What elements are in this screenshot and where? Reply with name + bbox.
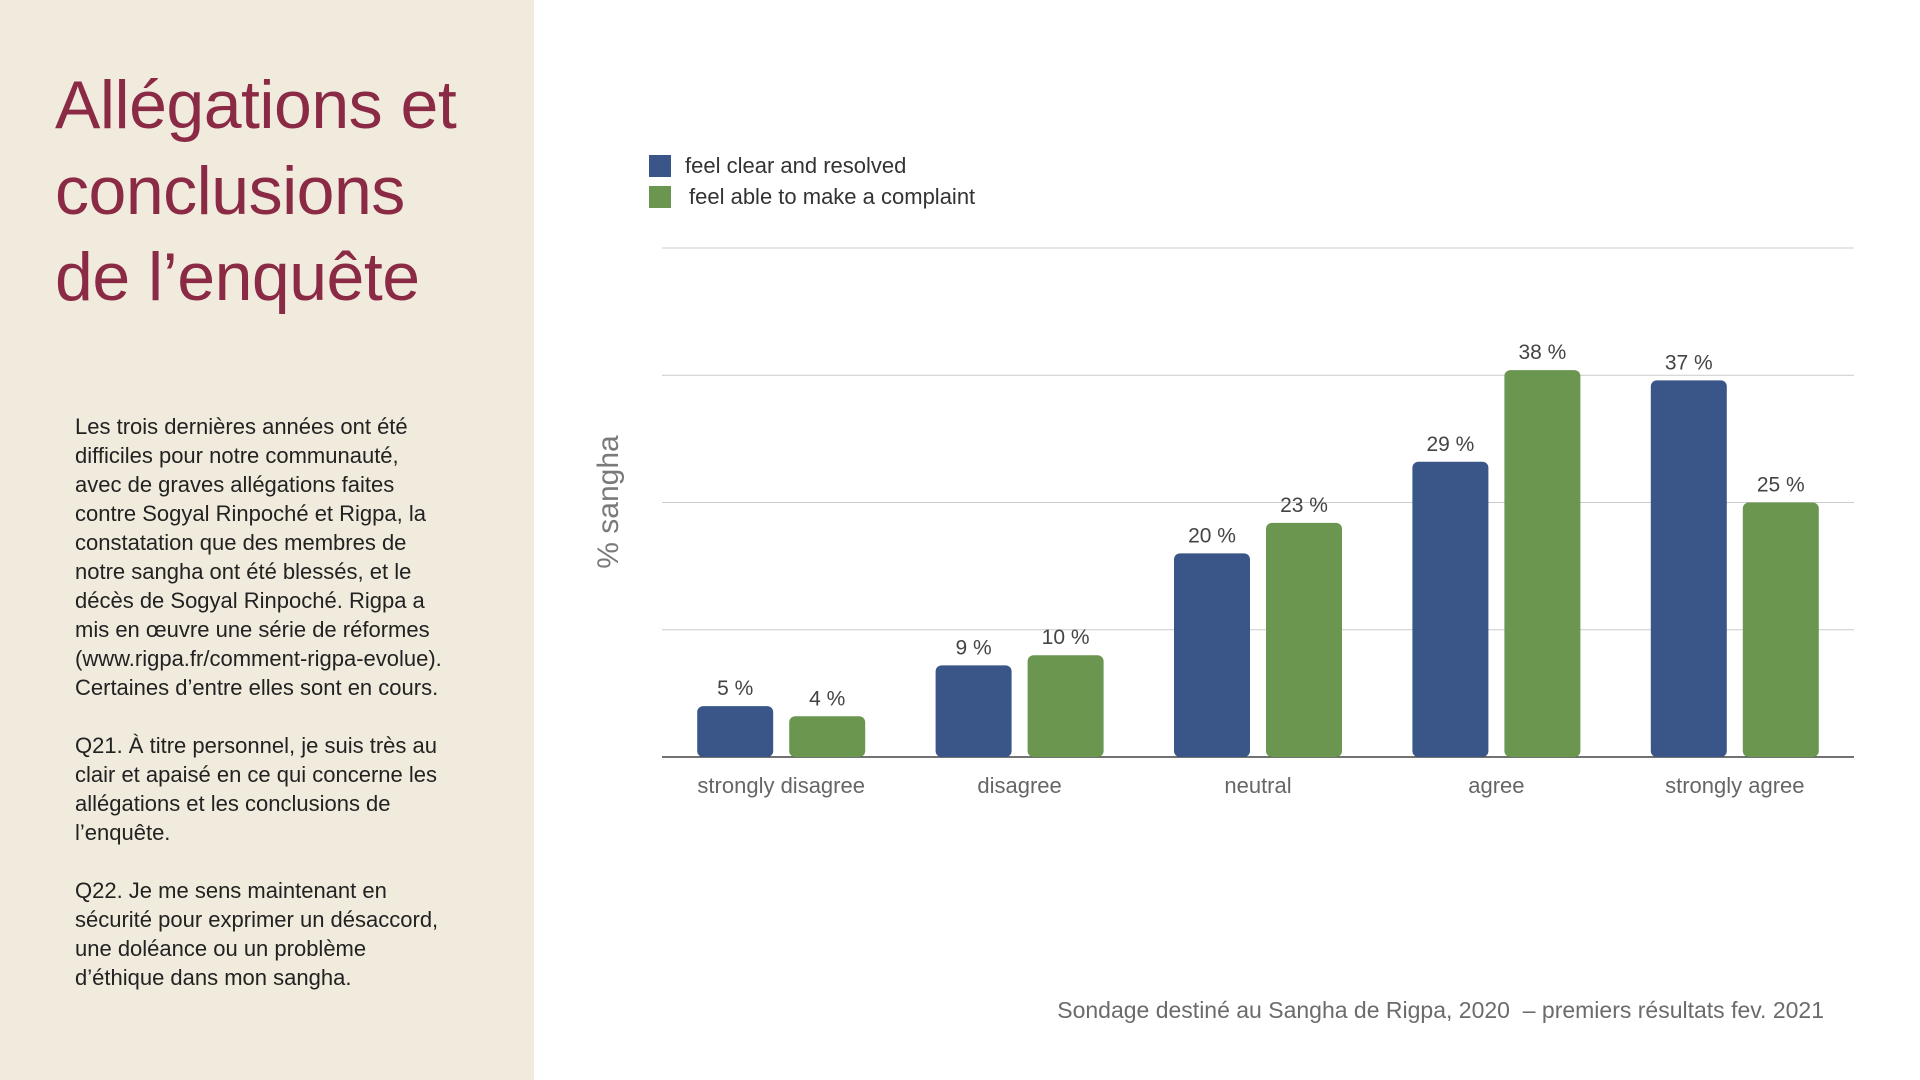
category-label: strongly agree bbox=[1665, 773, 1804, 798]
left-panel: Allégations et conclusions de l’enquête … bbox=[0, 0, 534, 1080]
data-label: 20 % bbox=[1188, 524, 1236, 547]
bar-able-complaint bbox=[1266, 522, 1342, 757]
category-label: disagree bbox=[977, 773, 1061, 798]
title-line-3: de l’enquête bbox=[55, 239, 420, 315]
data-label: 37 % bbox=[1665, 351, 1713, 374]
bar-able-complaint bbox=[1027, 655, 1104, 757]
page-title: Allégations et conclusions de l’enquête bbox=[55, 62, 525, 320]
data-label: 5 % bbox=[717, 677, 753, 700]
data-label: 9 % bbox=[956, 636, 992, 659]
data-label: 25 % bbox=[1757, 474, 1805, 497]
legend-label-series-1: feel clear and resolved bbox=[685, 152, 907, 178]
data-label: 4 % bbox=[809, 687, 845, 710]
category-label: agree bbox=[1468, 773, 1524, 798]
title-line-1: Allégations et bbox=[55, 67, 457, 143]
data-label: 29 % bbox=[1426, 433, 1474, 456]
legend-item-series-2: feel able to make a complaint bbox=[649, 181, 975, 212]
intro-paragraph: Les trois dernières années ont été diffi… bbox=[75, 414, 442, 700]
chart-legend: feel clear and resolved feel able to mak… bbox=[649, 150, 975, 212]
bar-clear-resolved bbox=[1174, 553, 1250, 757]
question-q22: Q22. Je me sens maintenant en sécurité p… bbox=[75, 878, 439, 990]
chart-area: feel clear and resolved feel able to mak… bbox=[534, 0, 1920, 1080]
body-text: Les trois dernières années ont été diffi… bbox=[75, 412, 495, 1021]
bar-clear-resolved bbox=[697, 706, 774, 757]
legend-swatch-green bbox=[649, 185, 671, 208]
y-axis-label: % sangha bbox=[592, 435, 625, 569]
footer-source: Sondage destiné au Sangha de Rigpa, 2020… bbox=[1057, 997, 1824, 1023]
bar-clear-resolved bbox=[1412, 461, 1489, 757]
category-label: strongly disagree bbox=[697, 773, 865, 798]
bar-able-complaint bbox=[789, 716, 866, 757]
legend-label-series-2: feel able to make a complaint bbox=[689, 183, 976, 209]
category-label: neutral bbox=[1224, 773, 1291, 798]
legend-swatch-blue bbox=[649, 154, 671, 177]
data-label: 10 % bbox=[1042, 626, 1090, 649]
bar-clear-resolved bbox=[1650, 380, 1727, 757]
bar-able-complaint bbox=[1504, 370, 1581, 757]
data-label: 38 % bbox=[1518, 341, 1566, 364]
title-line-2: conclusions bbox=[55, 153, 405, 229]
legend-item-series-1: feel clear and resolved bbox=[649, 150, 975, 181]
question-q21: Q21. À titre personnel, je suis très au … bbox=[75, 733, 437, 845]
bar-clear-resolved bbox=[935, 665, 1012, 757]
bar-chart: % sangha 5 % 4 % strongly disagree 9 % 10 % di… bbox=[592, 247, 1854, 798]
data-label: 23 % bbox=[1280, 494, 1328, 517]
bar-able-complaint bbox=[1742, 502, 1819, 757]
